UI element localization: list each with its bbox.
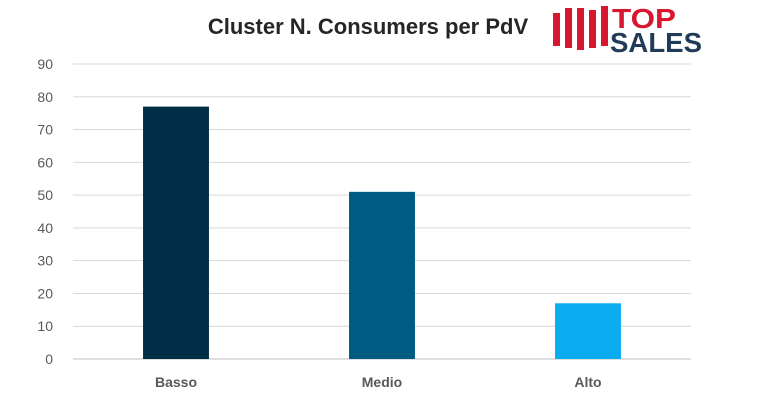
logo-text-sales: SALES xyxy=(610,27,702,58)
bar-alto xyxy=(555,303,621,359)
y-tick-label: 10 xyxy=(37,318,53,334)
y-axis-ticks: 0 10 20 30 40 50 60 70 80 90 xyxy=(37,56,53,367)
logo-text-top: TOP xyxy=(612,3,676,34)
bar-basso xyxy=(143,106,209,359)
logo: TOP SALES xyxy=(553,3,702,58)
y-tick-label: 20 xyxy=(37,285,53,301)
y-tick-label: 40 xyxy=(37,220,53,236)
x-axis-categories: Basso Medio Alto xyxy=(155,374,602,390)
x-category-label: Basso xyxy=(155,374,197,390)
y-tick-label: 70 xyxy=(37,122,53,138)
y-tick-label: 30 xyxy=(37,253,53,269)
y-tick-label: 80 xyxy=(37,89,53,105)
y-tick-label: 60 xyxy=(37,154,53,170)
y-tick-label: 50 xyxy=(37,187,53,203)
x-category-label: Medio xyxy=(362,374,402,390)
bar-medio xyxy=(349,191,415,359)
y-tick-label: 0 xyxy=(45,351,53,367)
bars xyxy=(143,106,621,359)
x-category-label: Alto xyxy=(574,374,601,390)
chart-title: Cluster N. Consumers per PdV xyxy=(208,14,529,39)
logo-bars-icon xyxy=(553,6,608,50)
y-tick-label: 90 xyxy=(37,56,53,72)
